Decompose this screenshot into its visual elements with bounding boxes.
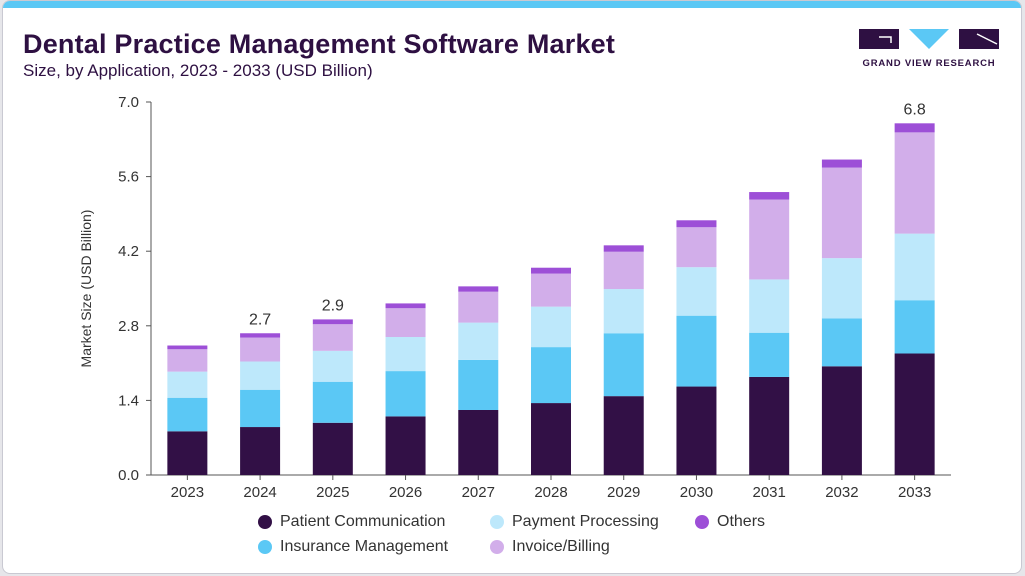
bar-segment: [676, 267, 717, 316]
bar-segment: [531, 347, 571, 404]
bar-segment: [749, 192, 790, 200]
legend-label: Invoice/Billing: [512, 538, 610, 555]
bar-segment: [894, 123, 935, 133]
bar-segment: [458, 322, 499, 360]
bar-segment: [531, 403, 571, 475]
x-tick-label: 2026: [389, 484, 422, 501]
bar-segment: [167, 371, 208, 398]
x-tick-label: 2031: [752, 484, 785, 501]
bar-segment: [458, 409, 499, 475]
bar-segment: [458, 291, 499, 323]
x-tick-label: 2027: [462, 484, 495, 501]
y-tick-label: 0.0: [118, 467, 139, 484]
legend-swatch: [490, 515, 504, 529]
bar-segment: [312, 381, 353, 423]
bar-segment: [312, 422, 353, 475]
bar-segment: [167, 345, 208, 350]
bar-segment: [385, 303, 426, 309]
bar-segment: [458, 359, 499, 410]
data-label: 2.7: [249, 311, 271, 328]
bar-segment: [312, 319, 353, 325]
y-tick-label: 1.4: [118, 392, 139, 409]
accent-bar: [3, 1, 1021, 8]
bar-segment: [603, 289, 644, 334]
data-label: 2.9: [322, 297, 344, 314]
bar-segment: [749, 199, 790, 280]
bar-segment: [749, 332, 790, 377]
bar-segment: [894, 233, 935, 301]
bar-segment: [603, 396, 644, 475]
bar-segment: [676, 315, 717, 387]
chart-title: Dental Practice Management Software Mark…: [23, 29, 616, 59]
x-tick-label: 2029: [607, 484, 640, 501]
brand-name: GRAND VIEW RESEARCH: [862, 58, 996, 69]
legend-item: Invoice/Billing: [490, 538, 610, 556]
bar-segment: [749, 376, 790, 475]
bar-segment: [749, 279, 790, 333]
legend-swatch: [695, 515, 709, 529]
bar-segment: [894, 132, 935, 234]
bar-segment: [385, 416, 426, 475]
bar-segment: [821, 366, 862, 475]
bar-segment: [385, 308, 426, 337]
bar-segment: [894, 353, 935, 475]
bar-segment: [458, 286, 499, 292]
bar-segment: [603, 245, 644, 252]
bar-segment: [167, 397, 208, 432]
legend-label: Others: [717, 513, 766, 530]
legend-item: Patient Communication: [258, 513, 445, 531]
x-tick-label: 2024: [243, 484, 276, 501]
brand-logo: GRAND VIEW RESEARCH: [856, 28, 1002, 74]
bar-segment: [531, 267, 571, 274]
bar-segment: [603, 333, 644, 397]
bar-segment: [531, 273, 571, 307]
bar-segment: [894, 300, 935, 354]
bar-segment: [676, 227, 717, 268]
bar-segment: [385, 336, 426, 372]
legend-label: Patient Communication: [280, 513, 446, 530]
bar-segment: [821, 318, 862, 367]
bar-segment: [676, 220, 717, 228]
bar-segment: [240, 389, 281, 428]
x-tick-label: 2023: [171, 484, 204, 501]
bar-segment: [821, 258, 862, 319]
brand-logo-mark: [859, 29, 999, 49]
legend-item: Insurance Management: [258, 538, 448, 556]
legend-swatch: [490, 540, 504, 554]
legend-item: Others: [695, 513, 765, 531]
bar-segment: [821, 167, 862, 259]
bar-segment: [531, 306, 571, 348]
y-axis-label: Market Size (USD Billion): [78, 210, 94, 368]
stacked-bar-chart: 0.0 1.4 2.8 4.2 5.6 7.0 Market Size (USD Billi…: [78, 94, 951, 501]
bar-segment: [603, 251, 644, 290]
data-label: 6.8: [904, 101, 926, 118]
chart-subtitle: Size, by Application, 2023 - 2033 (USD B…: [23, 61, 373, 80]
bar-segment: [240, 333, 281, 338]
x-tick-label: 2025: [316, 484, 349, 501]
x-tick-label: 2028: [534, 484, 567, 501]
x-tick-label: 2032: [825, 484, 858, 501]
bar-segment: [312, 350, 353, 382]
x-tick-label: 2033: [898, 484, 931, 501]
legend-label: Insurance Management: [280, 538, 449, 555]
y-tick-label: 5.6: [118, 169, 139, 186]
bar-segment: [312, 324, 353, 351]
bar-segment: [240, 427, 281, 475]
bar-segment: [167, 431, 208, 475]
y-tick-label: 2.8: [118, 318, 139, 335]
bar-segment: [385, 371, 426, 417]
bar-segment: [167, 349, 208, 372]
legend-label: Payment Processing: [512, 513, 659, 530]
x-tick-label: 2030: [680, 484, 713, 501]
legend-swatch: [258, 540, 272, 554]
bar-segment: [676, 386, 717, 475]
bar-segment: [240, 337, 281, 362]
legend-item: Payment Processing: [490, 513, 659, 531]
y-tick-label: 7.0: [118, 94, 139, 111]
y-tick-label: 4.2: [118, 243, 139, 260]
bar-segment: [821, 159, 862, 168]
legend-swatch: [258, 515, 272, 529]
bar-segment: [240, 361, 281, 390]
